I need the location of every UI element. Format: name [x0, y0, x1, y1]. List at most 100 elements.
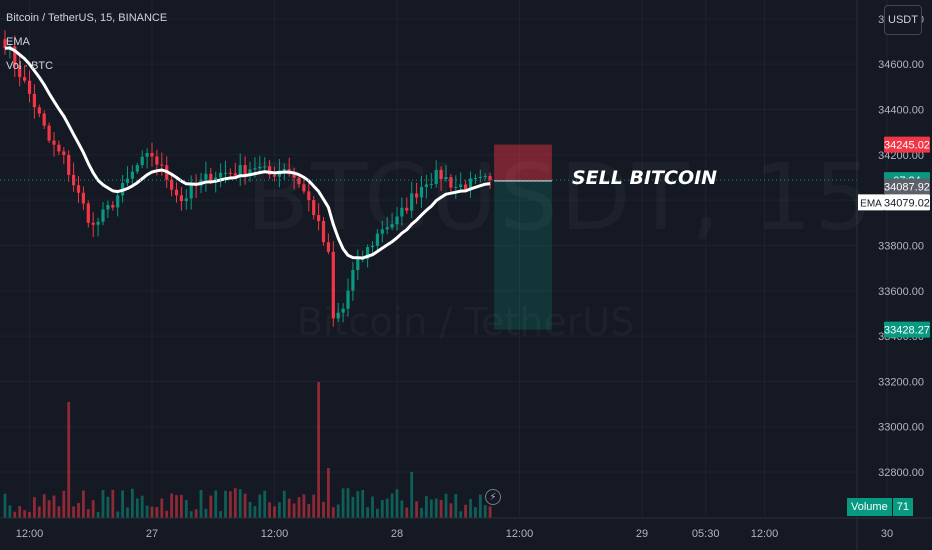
volume-bar: [116, 511, 120, 518]
candle-body: [62, 151, 66, 156]
volume-bar: [189, 511, 193, 518]
candle-body: [385, 227, 389, 230]
price-tick-label: 34200.00: [878, 150, 924, 162]
candle-body: [72, 174, 76, 186]
volume-bar: [243, 493, 247, 518]
time-tick-label: 30: [881, 528, 893, 540]
lightning-icon[interactable]: ⚡: [485, 489, 501, 505]
candle-body: [91, 222, 95, 225]
candle-body: [214, 177, 218, 182]
volume-bar: [37, 506, 41, 518]
candle-body: [233, 173, 237, 176]
volume-bar: [464, 504, 467, 518]
candle-body: [429, 183, 433, 185]
volume-bar: [322, 501, 325, 518]
volume-bar: [238, 489, 242, 518]
candle-body: [228, 172, 232, 174]
volume-bar: [287, 498, 291, 518]
volume-bar: [13, 511, 17, 518]
volume-bar: [268, 502, 271, 518]
volume-bar: [28, 511, 31, 518]
volume-bar: [140, 495, 144, 518]
candle-body: [488, 175, 492, 181]
candle-body: [321, 221, 326, 243]
candle-body: [204, 173, 208, 180]
candle-body: [336, 312, 340, 319]
volume-bar: [312, 494, 316, 518]
time-tick-label: 12:00: [16, 528, 44, 540]
volume-bar: [219, 511, 222, 518]
volume-bar: [459, 511, 463, 518]
volume-bar: [8, 505, 12, 518]
candle-body: [468, 178, 473, 190]
volume-bar: [233, 488, 237, 518]
volume-bar: [376, 508, 379, 518]
candle-body: [258, 166, 262, 169]
take-profit-price-label: 33428.27: [884, 325, 930, 337]
candle-body: [459, 184, 463, 188]
volume-bar: [273, 506, 276, 518]
candle-body: [375, 233, 379, 246]
volume-bar: [194, 509, 198, 518]
volume-bar: [425, 496, 428, 518]
candle-body: [81, 192, 85, 204]
candle-body: [434, 169, 438, 184]
candle-body: [272, 174, 277, 177]
volume-bar: [366, 507, 369, 518]
currency-button[interactable]: USDT: [884, 5, 922, 35]
volume-bar: [155, 506, 159, 518]
ema-line: [4, 46, 491, 260]
volume-bar: [184, 500, 188, 518]
candle-body: [67, 155, 71, 175]
legend-volume[interactable]: Vol · BTC: [6, 60, 54, 72]
price-tick-label: 33000.00: [878, 422, 924, 434]
legend-ema[interactable]: EMA: [6, 36, 30, 48]
volume-bar: [454, 493, 458, 518]
candle-body: [101, 209, 105, 222]
take-profit-price-box: [884, 321, 930, 338]
volume-badge: Volume 71: [847, 498, 913, 516]
volume-bar: [33, 497, 36, 518]
volume-bar: [209, 495, 213, 518]
volume-bar: [395, 489, 399, 518]
candle-body: [483, 175, 487, 177]
candle-body: [47, 125, 51, 141]
candle-body: [302, 184, 306, 192]
volume-bar: [52, 495, 56, 518]
volume-bar: [444, 493, 448, 518]
candle-body: [331, 251, 335, 319]
candle-body: [444, 177, 448, 179]
legend-symbol[interactable]: Bitcoin / TetherUS, 15, BINANCE: [6, 12, 168, 24]
last-price-box: [884, 178, 930, 195]
candle-body: [243, 165, 247, 176]
volume-bar: [131, 488, 134, 518]
volume-bar: [199, 489, 203, 518]
volume-bar: [175, 495, 178, 518]
volume-bar: [361, 489, 365, 518]
candle-body: [160, 164, 164, 166]
volume-bar: [165, 510, 169, 518]
volume-bar: [336, 504, 340, 518]
volume-bar: [126, 507, 129, 518]
candle-body: [238, 165, 242, 176]
volume-bar: [229, 491, 232, 518]
volume-bar: [434, 498, 438, 518]
time-tick-label: 12:00: [261, 528, 289, 540]
volume-bar: [248, 501, 252, 518]
volume-bar: [341, 488, 345, 518]
sell-annotation: SELL BITCOIN: [572, 167, 718, 189]
candle-body: [253, 168, 257, 170]
candle-body: [76, 185, 81, 193]
volume-bar: [351, 496, 355, 518]
volume-bar: [356, 491, 360, 518]
candle-body: [52, 140, 56, 145]
candle-body: [326, 242, 330, 252]
ema-value-label: 34079.02: [884, 197, 930, 209]
watermark-name: Bitcoin / TetherUS: [297, 300, 634, 344]
candle-body: [86, 203, 90, 223]
volume-bar: [86, 509, 90, 518]
price-tick-label: 32800.00: [878, 467, 924, 479]
volume-bar: [42, 494, 46, 518]
candle-body: [116, 195, 120, 208]
volume-bar: [170, 493, 173, 518]
